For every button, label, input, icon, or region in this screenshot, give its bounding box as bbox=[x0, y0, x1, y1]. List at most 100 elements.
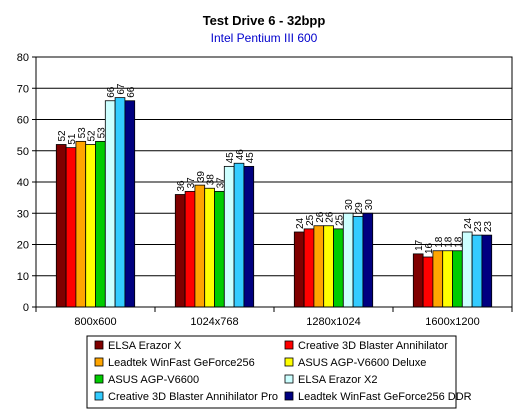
data-label: 17 bbox=[414, 239, 425, 251]
bar bbox=[342, 212, 354, 308]
bar bbox=[362, 212, 374, 308]
plot-area: 010203040506070805251535253666766800x600… bbox=[17, 52, 513, 328]
bar bbox=[124, 100, 136, 308]
bar bbox=[452, 250, 463, 308]
bar bbox=[303, 228, 315, 308]
legend-swatch bbox=[284, 391, 294, 401]
data-label: 52 bbox=[57, 130, 68, 142]
data-label: 53 bbox=[96, 127, 107, 139]
data-label: 30 bbox=[344, 199, 355, 211]
bar bbox=[204, 187, 215, 308]
bar bbox=[75, 140, 87, 308]
legend-label: Creative 3D Blaster Annihilator Pro bbox=[108, 391, 278, 403]
bar bbox=[352, 215, 364, 308]
data-label: 36 bbox=[176, 180, 187, 192]
y-tick-label: 40 bbox=[17, 177, 29, 189]
legend-label: ELSA Erazor X bbox=[108, 340, 182, 352]
data-label: 29 bbox=[354, 202, 365, 214]
data-label: 66 bbox=[106, 86, 117, 98]
bar bbox=[481, 234, 493, 308]
x-tick-label: 1024x768 bbox=[190, 316, 238, 328]
bar bbox=[333, 228, 344, 308]
y-tick-label: 20 bbox=[17, 240, 29, 252]
legend-swatch bbox=[94, 374, 104, 384]
bar bbox=[323, 225, 334, 308]
data-label: 25 bbox=[334, 214, 345, 226]
data-label: 38 bbox=[206, 174, 217, 186]
bar bbox=[95, 140, 106, 308]
legend-swatch bbox=[284, 357, 294, 367]
chart-subtitle: Intel Pentium III 600 bbox=[211, 31, 318, 45]
data-label: 45 bbox=[245, 152, 256, 164]
data-label: 16 bbox=[424, 242, 435, 254]
data-label: 37 bbox=[215, 177, 226, 189]
data-label: 51 bbox=[67, 133, 78, 145]
legend-swatch bbox=[94, 340, 104, 350]
y-tick-label: 30 bbox=[17, 208, 29, 220]
bar bbox=[85, 144, 96, 308]
bar bbox=[114, 97, 126, 308]
legend-swatch bbox=[284, 374, 294, 384]
data-label: 23 bbox=[483, 221, 494, 233]
legend-label: Leadtek WinFast GeForce256 bbox=[108, 357, 255, 369]
data-label: 24 bbox=[295, 217, 306, 229]
bar bbox=[313, 225, 325, 308]
y-tick-label: 0 bbox=[23, 302, 29, 314]
y-tick-label: 80 bbox=[17, 52, 29, 64]
chart-title: Test Drive 6 - 32bpp bbox=[203, 13, 326, 28]
bar bbox=[243, 165, 255, 308]
legend-swatch bbox=[284, 340, 294, 350]
y-tick-label: 60 bbox=[17, 115, 29, 127]
bar bbox=[174, 194, 186, 308]
bar bbox=[442, 250, 453, 308]
legend-swatch bbox=[94, 357, 104, 367]
bar bbox=[65, 147, 77, 308]
legend-box bbox=[86, 335, 457, 409]
y-tick-label: 10 bbox=[17, 271, 29, 283]
x-tick-label: 1280x1024 bbox=[306, 316, 360, 328]
bar bbox=[432, 250, 444, 308]
legend-label: Leadtek WinFast GeForce256 DDR bbox=[298, 391, 472, 403]
data-label: 66 bbox=[126, 86, 137, 98]
data-label: 18 bbox=[434, 236, 445, 248]
bar bbox=[293, 231, 305, 308]
x-tick-label: 1600x1200 bbox=[425, 316, 479, 328]
data-label: 18 bbox=[444, 236, 455, 248]
bar bbox=[214, 190, 225, 308]
x-tick-label: 800x600 bbox=[74, 316, 116, 328]
bar bbox=[184, 190, 196, 308]
y-tick-label: 70 bbox=[17, 83, 29, 95]
bar bbox=[55, 144, 67, 308]
data-label: 39 bbox=[196, 171, 207, 183]
data-label: 46 bbox=[235, 149, 246, 161]
plot-frame bbox=[35, 56, 513, 308]
data-label: 26 bbox=[325, 211, 336, 223]
legend-label: ASUS AGP-V6600 bbox=[108, 374, 199, 386]
data-label: 18 bbox=[453, 236, 464, 248]
bar bbox=[223, 165, 235, 308]
legend: ELSA Erazor X Creative 3D Blaster Annihil… bbox=[86, 335, 472, 409]
data-label: 23 bbox=[473, 221, 484, 233]
legend-label: ASUS AGP-V6600 Deluxe bbox=[298, 357, 426, 369]
bar bbox=[412, 253, 424, 308]
data-label: 24 bbox=[463, 217, 474, 229]
bar bbox=[461, 231, 473, 308]
y-tick-label: 50 bbox=[17, 146, 29, 158]
bar bbox=[233, 162, 245, 308]
data-label: 53 bbox=[77, 127, 88, 139]
data-label: 45 bbox=[225, 152, 236, 164]
legend-swatch bbox=[94, 391, 104, 401]
legend-label: ELSA Erazor X2 bbox=[298, 374, 378, 386]
data-label: 52 bbox=[87, 130, 98, 142]
legend-label: Creative 3D Blaster Annihilator bbox=[298, 340, 448, 352]
data-label: 25 bbox=[305, 214, 316, 226]
data-label: 26 bbox=[315, 211, 326, 223]
bar bbox=[194, 184, 206, 308]
data-label: 30 bbox=[364, 199, 375, 211]
bar bbox=[422, 256, 434, 308]
data-label: 37 bbox=[186, 177, 197, 189]
data-label: 67 bbox=[116, 83, 127, 95]
bar bbox=[471, 234, 483, 308]
